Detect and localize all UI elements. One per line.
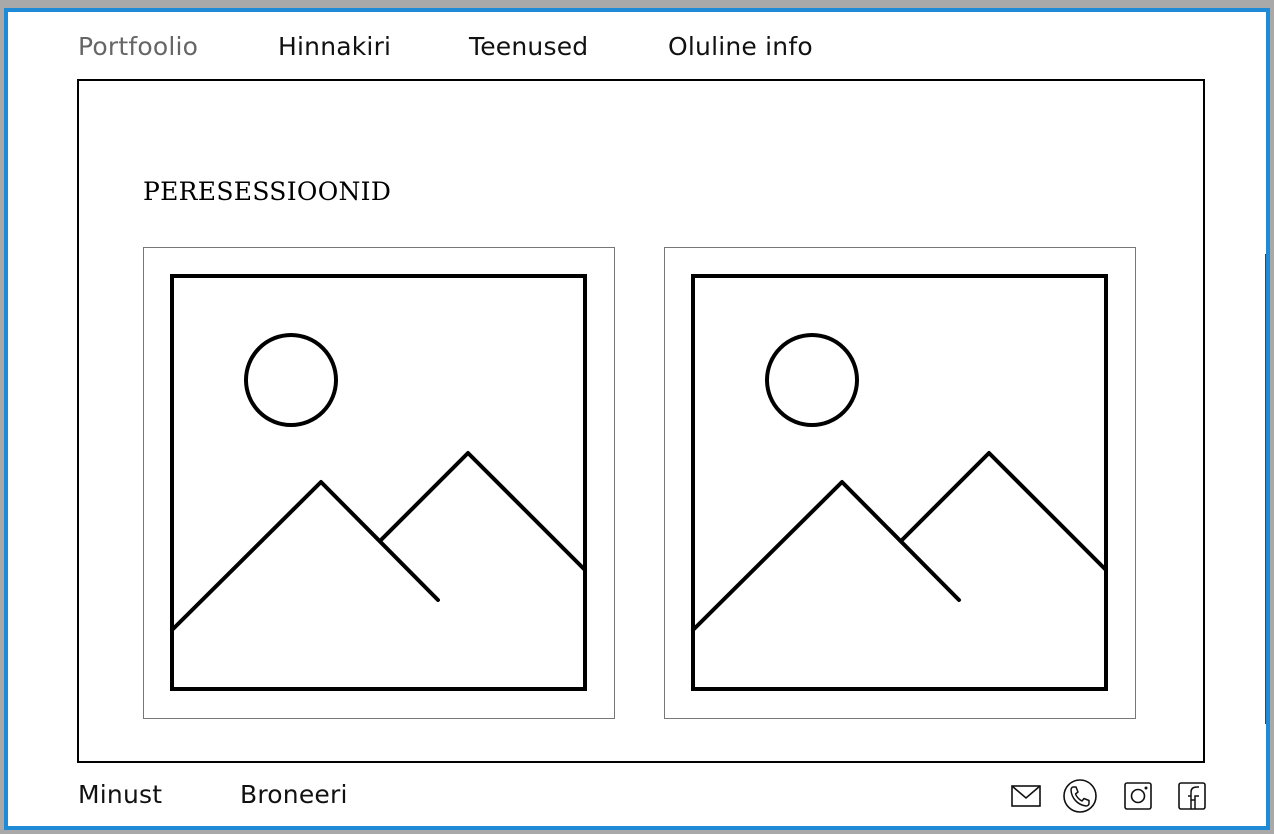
gallery-item-2[interactable] — [664, 247, 1136, 719]
footer-link-minust[interactable]: Minust — [78, 780, 163, 809]
phone-icon[interactable] — [1062, 778, 1098, 814]
instagram-icon[interactable] — [1120, 778, 1156, 814]
nav-teenused[interactable]: Teenused — [469, 32, 589, 61]
scrollbar-edge[interactable] — [1265, 254, 1268, 724]
gallery-item-1[interactable] — [143, 247, 615, 719]
page-window: Portfoolio Hinnakiri Teenused Oluline in… — [4, 8, 1270, 830]
mail-icon[interactable] — [1008, 778, 1044, 814]
image-placeholder-icon — [170, 274, 587, 691]
footer-link-broneeri[interactable]: Broneeri — [240, 780, 348, 809]
nav-hinnakiri[interactable]: Hinnakiri — [278, 32, 392, 61]
nav-portfoolio[interactable]: Portfoolio — [78, 32, 199, 61]
nav-oluline-info[interactable]: Oluline info — [668, 32, 813, 61]
image-placeholder-icon — [691, 274, 1108, 691]
facebook-icon[interactable] — [1174, 778, 1210, 814]
content-panel: PERESESSIOONID — [77, 79, 1205, 763]
section-title: PERESESSIOONID — [143, 177, 392, 206]
